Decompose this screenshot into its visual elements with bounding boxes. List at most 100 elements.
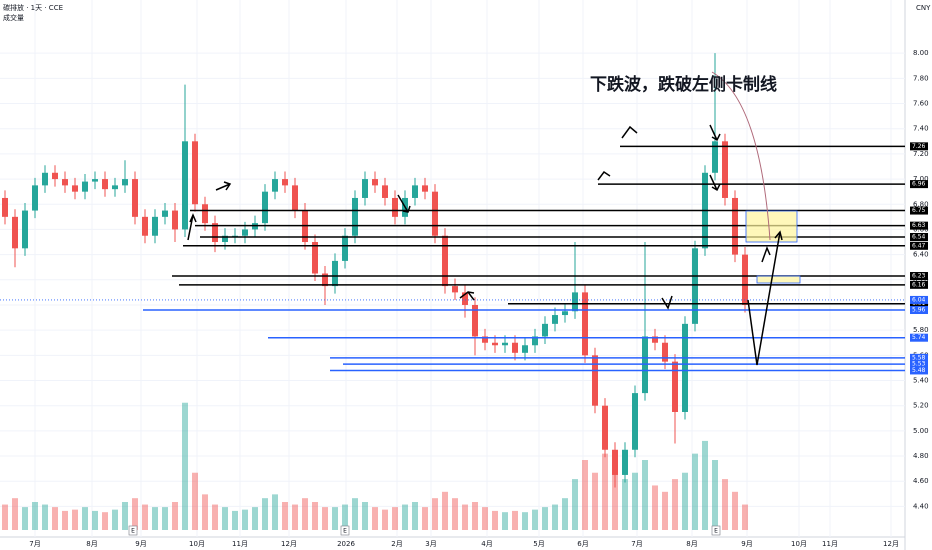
x-tick-label: 10月 xyxy=(189,540,205,548)
candle-body xyxy=(532,336,538,346)
candle-body xyxy=(342,235,348,261)
candle-body xyxy=(712,141,718,173)
x-tick-label: 2月 xyxy=(391,540,402,548)
volume-bar xyxy=(452,498,458,530)
candle-body xyxy=(392,197,398,217)
volume-bar xyxy=(2,504,8,530)
y-tick-label: 7.60 xyxy=(913,100,929,108)
candle-body xyxy=(592,355,598,406)
candle-body xyxy=(222,235,228,243)
candle-body xyxy=(202,204,208,224)
candle-body xyxy=(312,242,318,274)
volume-bar xyxy=(142,504,148,530)
candle-body xyxy=(502,342,508,346)
candle-body xyxy=(262,191,268,224)
volume-bar xyxy=(492,510,498,530)
y-tick-label: 5.00 xyxy=(913,427,929,435)
level-label-bg xyxy=(910,221,928,230)
candle-body xyxy=(382,185,388,198)
volume-bar xyxy=(422,507,428,530)
level-label: 6.54 xyxy=(912,233,926,240)
volume-bar xyxy=(162,507,168,530)
y-tick-label: 5.40 xyxy=(913,377,929,385)
volume-bar xyxy=(362,502,368,530)
candle-body xyxy=(192,141,198,205)
level-label: 5.96 xyxy=(912,307,926,314)
volume-bar xyxy=(612,466,618,530)
candle-body xyxy=(2,197,8,217)
event-label: E xyxy=(343,528,347,535)
x-tick-label: 9月 xyxy=(741,540,752,548)
candle-body xyxy=(102,179,108,190)
zone-box xyxy=(756,275,801,284)
candle-body xyxy=(162,210,168,217)
x-tick-label: 5月 xyxy=(533,540,544,548)
volume-bar xyxy=(62,510,68,530)
volume-bar xyxy=(212,504,218,530)
volume-bar xyxy=(462,504,468,530)
volume-bar xyxy=(402,504,408,530)
level-label-bg xyxy=(910,241,928,250)
volume-bar xyxy=(742,504,748,530)
candle-body xyxy=(42,172,48,186)
candle-body xyxy=(412,185,418,198)
candle-body xyxy=(632,393,638,450)
candle-body xyxy=(92,179,98,182)
x-tick-label: 7月 xyxy=(631,540,642,548)
volume-bar xyxy=(112,509,118,530)
x-tick-label: 12月 xyxy=(281,540,297,548)
y-tick-label: 7.20 xyxy=(913,150,929,158)
volume-bar xyxy=(252,507,258,530)
volume-bar xyxy=(442,491,448,530)
candle-body xyxy=(322,273,328,287)
candle-body xyxy=(52,172,58,180)
x-tick-label: 8月 xyxy=(686,540,697,548)
candle-body xyxy=(122,179,128,186)
level-label-bg xyxy=(910,360,928,369)
candle-body xyxy=(22,210,28,249)
volume-bar xyxy=(682,472,688,530)
y-tick-label: 7.80 xyxy=(913,74,929,82)
volume-bar xyxy=(672,479,678,530)
volume-bar xyxy=(372,507,378,530)
candle-body xyxy=(452,286,458,293)
candle-body xyxy=(682,323,688,412)
candle-body xyxy=(742,254,748,305)
level-label: 5.53 xyxy=(912,361,926,368)
path-arrow xyxy=(747,230,783,366)
candle-body xyxy=(62,179,68,186)
currency: CNY xyxy=(916,4,931,12)
candle-body xyxy=(372,179,378,186)
candle-body xyxy=(462,292,468,305)
level-label: 6.23 xyxy=(912,273,926,280)
volume-bar xyxy=(92,510,98,530)
event-label: E xyxy=(131,528,135,535)
volume-bar xyxy=(382,509,388,530)
candle-body xyxy=(422,185,428,192)
volume-bar xyxy=(42,504,48,530)
volume-bar xyxy=(552,504,558,530)
y-tick-label: 4.60 xyxy=(913,477,929,485)
volume-bar xyxy=(152,507,158,530)
candle-body xyxy=(292,185,298,211)
volume-bar xyxy=(222,507,228,530)
level-label-bg xyxy=(910,306,928,315)
volume-bar xyxy=(52,507,58,530)
volume-bar xyxy=(192,472,198,530)
candle-body xyxy=(172,210,178,230)
volume-bar xyxy=(622,479,628,530)
zone-box xyxy=(745,210,798,243)
candle-body xyxy=(242,229,248,236)
volume-bar xyxy=(562,498,568,530)
event-marker xyxy=(128,525,138,536)
x-tick-label: 11月 xyxy=(232,540,248,548)
volume-bar xyxy=(202,494,208,530)
candle-body xyxy=(352,197,358,236)
candle-body xyxy=(82,181,88,192)
volume-bar xyxy=(652,485,658,530)
symbol-title: 碳排放 · 1天 · CCE xyxy=(3,3,63,12)
level-label-bg xyxy=(910,280,928,289)
candle-body xyxy=(582,292,588,356)
level-label-bg xyxy=(910,232,928,241)
candle-body xyxy=(332,260,338,287)
